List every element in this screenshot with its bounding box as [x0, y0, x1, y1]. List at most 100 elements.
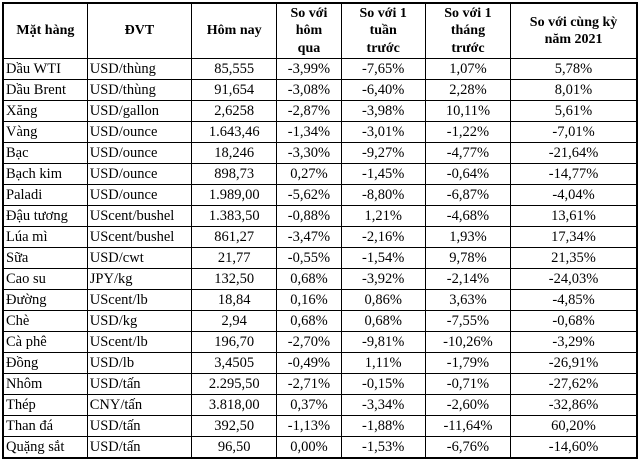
- pct-vs-2021-cell: 5,61%: [510, 100, 638, 122]
- commodity-name-cell: Bạch kim: [2, 163, 88, 185]
- pct-vs-week-cell: -9,27%: [340, 142, 426, 164]
- unit-cell: UScent/bushel: [86, 226, 193, 248]
- unit-cell: USD/tấn: [86, 415, 193, 437]
- pct-vs-month-cell: -2,14%: [424, 268, 512, 290]
- pct-vs-2021-cell: 5,78%: [510, 58, 638, 80]
- today-value-cell: 196,70: [191, 331, 278, 353]
- pct-vs-2021-cell: 8,01%: [510, 79, 638, 101]
- commodity-name-cell: Than đá: [2, 415, 88, 437]
- unit-cell: USD/ounce: [86, 121, 193, 143]
- unit-cell: UScent/bushel: [86, 205, 193, 227]
- pct-vs-week-cell: -1,45%: [340, 163, 426, 185]
- pct-vs-2021-cell: -3,29%: [510, 331, 638, 353]
- header-row: Mặt hàng ĐVT Hôm nay So với hôm qua So v…: [2, 2, 638, 59]
- commodity-name-cell: Đường: [2, 289, 88, 311]
- table-row: Bạch kim USD/ounce 898,73 0,27% -1,45% -0,64%…: [2, 163, 638, 185]
- commodity-name-cell: Thép: [2, 394, 88, 416]
- pct-vs-2021-cell: 60,20%: [510, 415, 638, 437]
- table-row: Dầu Brent USD/thùng 91,654 -3,08% -6,40% 2,28…: [2, 79, 638, 101]
- unit-cell: USD/thùng: [86, 79, 193, 101]
- table-row: Nhôm USD/tấn 2.295,50 -2,71% -0,15% -0,71% -27…: [2, 373, 638, 395]
- pct-vs-2021-cell: -7,01%: [510, 121, 638, 143]
- commodity-name-cell: Paladi: [2, 184, 88, 206]
- pct-vs-week-cell: -8,80%: [340, 184, 426, 206]
- commodity-name-cell: Cao su: [2, 268, 88, 290]
- pct-vs-2021-cell: -0,68%: [510, 310, 638, 332]
- pct-vs-month-cell: -0,71%: [424, 373, 512, 395]
- today-value-cell: 1.643,46: [191, 121, 278, 143]
- today-value-cell: 3.818,00: [191, 394, 278, 416]
- pct-vs-2021-cell: -4,04%: [510, 184, 638, 206]
- pct-vs-yesterday-cell: -2,70%: [276, 331, 342, 353]
- pct-vs-2021-cell: -14,60%: [510, 436, 638, 459]
- today-value-cell: 861,27: [191, 226, 278, 248]
- today-value-cell: 392,50: [191, 415, 278, 437]
- pct-vs-month-cell: 10,11%: [424, 100, 512, 122]
- pct-vs-month-cell: -10,26%: [424, 331, 512, 353]
- pct-vs-yesterday-cell: 0,00%: [276, 436, 342, 459]
- pct-vs-yesterday-cell: 0,37%: [276, 394, 342, 416]
- table-row: Đường UScent/lb 18,84 0,16% 0,86% 3,63% -4,85%: [2, 289, 638, 311]
- commodity-name-cell: Bạc: [2, 142, 88, 164]
- today-value-cell: 2,94: [191, 310, 278, 332]
- commodity-name-cell: Chè: [2, 310, 88, 332]
- pct-vs-yesterday-cell: 0,68%: [276, 310, 342, 332]
- pct-vs-month-cell: -6,76%: [424, 436, 512, 459]
- today-value-cell: 21,77: [191, 247, 278, 269]
- pct-vs-month-cell: -2,60%: [424, 394, 512, 416]
- pct-vs-yesterday-cell: -3,30%: [276, 142, 342, 164]
- column-header-vs-month: So với 1 tháng trước: [424, 2, 512, 59]
- pct-vs-week-cell: -2,16%: [340, 226, 426, 248]
- commodity-name-cell: Xăng: [2, 100, 88, 122]
- pct-vs-month-cell: -4,68%: [424, 205, 512, 227]
- pct-vs-2021-cell: -27,62%: [510, 373, 638, 395]
- pct-vs-week-cell: -1,54%: [340, 247, 426, 269]
- pct-vs-month-cell: 1,07%: [424, 58, 512, 80]
- commodity-name-cell: Nhôm: [2, 373, 88, 395]
- pct-vs-yesterday-cell: 0,16%: [276, 289, 342, 311]
- pct-vs-week-cell: -1,53%: [340, 436, 426, 459]
- today-value-cell: 1.989,00: [191, 184, 278, 206]
- column-header-vs-week: So với 1 tuần trước: [340, 2, 426, 59]
- pct-vs-month-cell: 1,93%: [424, 226, 512, 248]
- commodity-name-cell: Dầu Brent: [2, 79, 88, 101]
- pct-vs-month-cell: 9,78%: [424, 247, 512, 269]
- commodity-name-cell: Đồng: [2, 352, 88, 374]
- pct-vs-week-cell: -0,15%: [340, 373, 426, 395]
- table-row: Lúa mì UScent/bushel 861,27 -3,47% -2,16% 1,9…: [2, 226, 638, 248]
- table-row: Quặng sắt USD/tấn 96,50 0,00% -1,53% -6,76% -1…: [2, 436, 638, 459]
- pct-vs-week-cell: -3,92%: [340, 268, 426, 290]
- pct-vs-month-cell: -0,64%: [424, 163, 512, 185]
- table-row: Dầu WTI USD/thùng 85,555 -3,99% -7,65% 1,07% 5…: [2, 58, 638, 80]
- today-value-cell: 96,50: [191, 436, 278, 459]
- pct-vs-month-cell: -6,87%: [424, 184, 512, 206]
- pct-vs-week-cell: 0,68%: [340, 310, 426, 332]
- commodity-name-cell: Quặng sắt: [2, 436, 88, 459]
- pct-vs-month-cell: -7,55%: [424, 310, 512, 332]
- pct-vs-week-cell: 1,11%: [340, 352, 426, 374]
- table-row: Paladi USD/ounce 1.989,00 -5,62% -8,80% -6,87…: [2, 184, 638, 206]
- pct-vs-week-cell: -3,01%: [340, 121, 426, 143]
- pct-vs-2021-cell: 21,35%: [510, 247, 638, 269]
- pct-vs-2021-cell: -21,64%: [510, 142, 638, 164]
- pct-vs-2021-cell: 17,34%: [510, 226, 638, 248]
- today-value-cell: 2,6258: [191, 100, 278, 122]
- today-value-cell: 3,4505: [191, 352, 278, 374]
- pct-vs-yesterday-cell: -3,99%: [276, 58, 342, 80]
- column-header-unit: ĐVT: [86, 2, 193, 59]
- unit-cell: USD/tấn: [86, 373, 193, 395]
- table-row: Đồng USD/lb 3,4505 -0,49% 1,11% -1,79% -26,91%: [2, 352, 638, 374]
- pct-vs-month-cell: -4,77%: [424, 142, 512, 164]
- pct-vs-week-cell: 0,86%: [340, 289, 426, 311]
- pct-vs-yesterday-cell: 0,27%: [276, 163, 342, 185]
- pct-vs-2021-cell: -24,03%: [510, 268, 638, 290]
- today-value-cell: 132,50: [191, 268, 278, 290]
- unit-cell: USD/lb: [86, 352, 193, 374]
- pct-vs-yesterday-cell: -2,71%: [276, 373, 342, 395]
- table-row: Cao su JPY/kg 132,50 0,68% -3,92% -2,14% -24,0…: [2, 268, 638, 290]
- unit-cell: USD/thùng: [86, 58, 193, 80]
- pct-vs-month-cell: -1,79%: [424, 352, 512, 374]
- today-value-cell: 91,654: [191, 79, 278, 101]
- unit-cell: USD/ounce: [86, 142, 193, 164]
